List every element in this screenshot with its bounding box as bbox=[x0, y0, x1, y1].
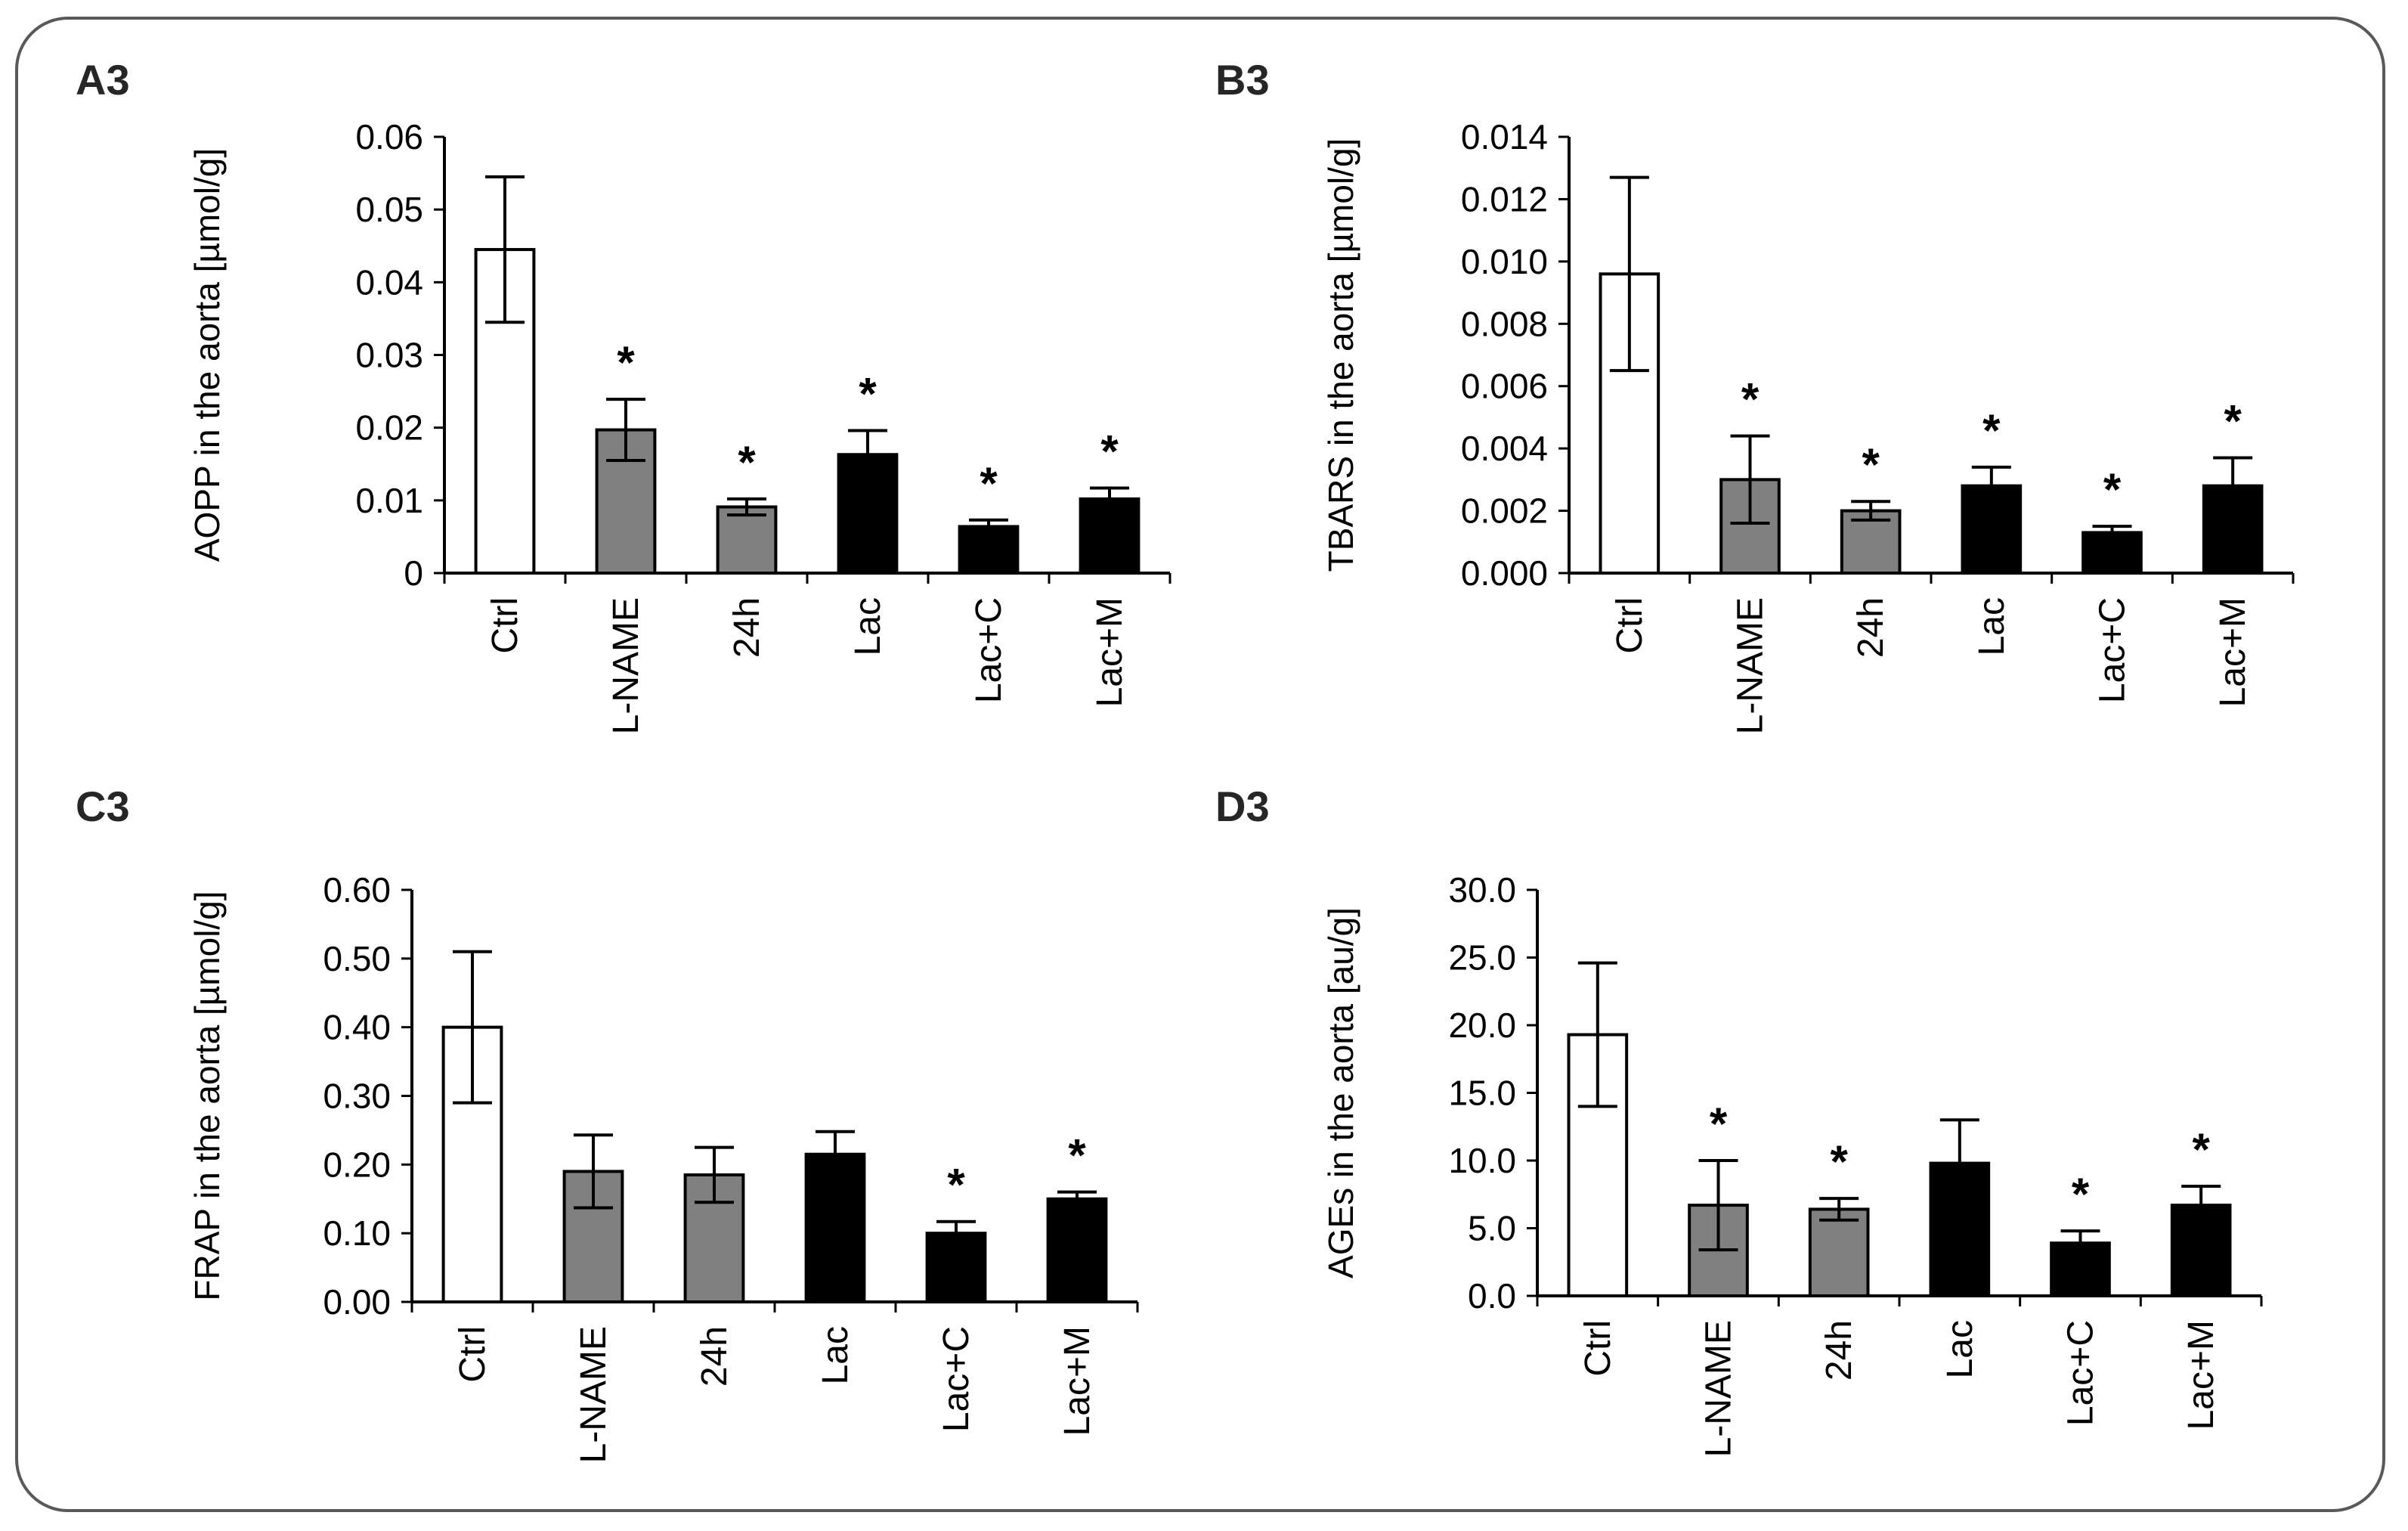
x-tick-label: L-NAME bbox=[574, 1326, 614, 1463]
y-axis-title: TBARS in the aorta [µmol/g] bbox=[1321, 138, 1360, 572]
y-tick-label: 0 bbox=[404, 553, 423, 593]
chart-panel-a3: A3 AOPP in the aorta [µmol/g] 0 0.01 0.02 0.0… bbox=[76, 56, 1172, 734]
panel-label: B3 bbox=[1215, 56, 1270, 104]
y-tick-label: 0.00 bbox=[323, 1282, 391, 1322]
y-tick-label: 0.0 bbox=[1468, 1276, 1516, 1316]
y-tick-label: 30.0 bbox=[1448, 870, 1516, 910]
y-tick-label: 0.06 bbox=[355, 117, 423, 157]
bar-24h bbox=[716, 505, 778, 575]
significance-marker: * bbox=[1710, 1099, 1728, 1149]
significance-marker: * bbox=[2224, 396, 2242, 447]
chart-panel-c3: C3 FRAP in the aorta [µmol/g] 0.00 0.10 0.20… bbox=[76, 783, 1139, 1463]
significance-marker: * bbox=[947, 1160, 965, 1210]
significance-marker: * bbox=[859, 369, 877, 420]
x-tick-label: Lac bbox=[816, 1326, 856, 1384]
x-tick-label: 24h bbox=[727, 597, 767, 658]
x-tick-label: Lac+C bbox=[936, 1326, 977, 1432]
y-tick-label: 0.10 bbox=[323, 1213, 391, 1253]
significance-marker: * bbox=[2103, 464, 2122, 515]
significance-marker: * bbox=[1100, 426, 1119, 476]
y-tick-label: 0.004 bbox=[1461, 429, 1548, 468]
y-axis-title: FRAP in the aorta [µmol/g] bbox=[187, 891, 227, 1300]
y-tick-label: 25.0 bbox=[1448, 938, 1516, 978]
y-tick-label: 0.010 bbox=[1461, 242, 1548, 281]
significance-marker: * bbox=[980, 458, 998, 509]
significance-marker: * bbox=[1862, 439, 1880, 490]
x-tick-label: Ctrl bbox=[485, 597, 525, 654]
x-tick-label: L-NAME bbox=[1699, 1320, 1739, 1457]
y-tick-label: 5.0 bbox=[1468, 1209, 1516, 1248]
significance-marker: * bbox=[1830, 1136, 1848, 1187]
x-tick-label: 24h bbox=[695, 1326, 735, 1387]
x-tick-label: Lac bbox=[848, 597, 888, 655]
x-tick-label: Lac+M bbox=[2213, 597, 2253, 707]
x-tick-label: 24h bbox=[1851, 597, 1891, 658]
significance-marker: * bbox=[2192, 1124, 2210, 1175]
significance-marker: * bbox=[738, 437, 756, 488]
x-tick-label: Lac+C bbox=[2061, 1320, 2101, 1426]
y-axis-title: AGEs in the aorta [au/g] bbox=[1321, 907, 1360, 1278]
y-tick-label: 0.30 bbox=[323, 1077, 391, 1116]
significance-marker: * bbox=[2072, 1169, 2090, 1220]
y-tick-label: 0.05 bbox=[355, 190, 423, 229]
y-tick-label: 0.014 bbox=[1461, 117, 1548, 157]
y-tick-label: 10.0 bbox=[1448, 1141, 1516, 1180]
x-tick-label: L-NAME bbox=[606, 597, 646, 734]
x-tick-label: Lac+M bbox=[2181, 1320, 2221, 1430]
x-tick-label: L-NAME bbox=[1731, 597, 1771, 734]
panel-label: A3 bbox=[76, 56, 130, 104]
y-tick-label: 0.002 bbox=[1461, 491, 1548, 531]
y-tick-label: 15.0 bbox=[1448, 1074, 1516, 1113]
panel-label: D3 bbox=[1215, 783, 1270, 830]
x-tick-label: Lac+C bbox=[969, 597, 1009, 703]
y-tick-label: 0.006 bbox=[1461, 367, 1548, 406]
x-tick-label: Lac+M bbox=[1057, 1326, 1097, 1436]
y-tick-label: 0.20 bbox=[323, 1145, 391, 1184]
bar-lac bbox=[804, 1152, 866, 1304]
x-tick-label: Ctrl bbox=[453, 1326, 493, 1383]
y-tick-label: 0.60 bbox=[323, 870, 391, 910]
x-tick-label: Ctrl bbox=[1610, 597, 1650, 654]
y-tick-label: 0.01 bbox=[355, 481, 423, 520]
significance-marker: * bbox=[1982, 405, 2001, 456]
y-tick-label: 0.50 bbox=[323, 939, 391, 978]
y-tick-label: 20.0 bbox=[1448, 1006, 1516, 1045]
x-tick-label: Lac bbox=[1940, 1320, 1980, 1378]
y-tick-label: 0.40 bbox=[323, 1008, 391, 1047]
y-tick-label: 0.012 bbox=[1461, 179, 1548, 218]
significance-marker: * bbox=[617, 337, 635, 388]
chart-panel-d3: D3 AGEs in the aorta [au/g] 0.0 5.0 10.0 15.0… bbox=[1215, 783, 2263, 1457]
y-tick-label: 0.04 bbox=[355, 262, 423, 302]
figure-frame bbox=[15, 17, 2385, 1512]
x-tick-label: Ctrl bbox=[1578, 1320, 1618, 1377]
x-tick-label: 24h bbox=[1819, 1320, 1859, 1381]
bar-lac+m bbox=[1046, 1197, 1108, 1303]
y-axis-title: AOPP in the aorta [µmol/g] bbox=[187, 148, 227, 562]
chart-panel-b3: B3 TBARS in the aorta [µmol/g] 0.000 0.002 0… bbox=[1215, 56, 2295, 734]
significance-marker: * bbox=[1741, 374, 1760, 425]
y-tick-label: 0.000 bbox=[1461, 553, 1548, 593]
y-tick-label: 0.02 bbox=[355, 408, 423, 448]
y-tick-label: 0.03 bbox=[355, 336, 423, 375]
x-tick-label: Lac+M bbox=[1090, 597, 1130, 707]
x-tick-label: Lac+C bbox=[2093, 597, 2133, 703]
x-tick-label: Lac bbox=[1972, 597, 2012, 655]
significance-marker: * bbox=[1068, 1130, 1086, 1181]
y-tick-label: 0.008 bbox=[1461, 304, 1548, 343]
panel-label: C3 bbox=[76, 783, 130, 830]
bar-24h bbox=[1808, 1207, 1870, 1297]
